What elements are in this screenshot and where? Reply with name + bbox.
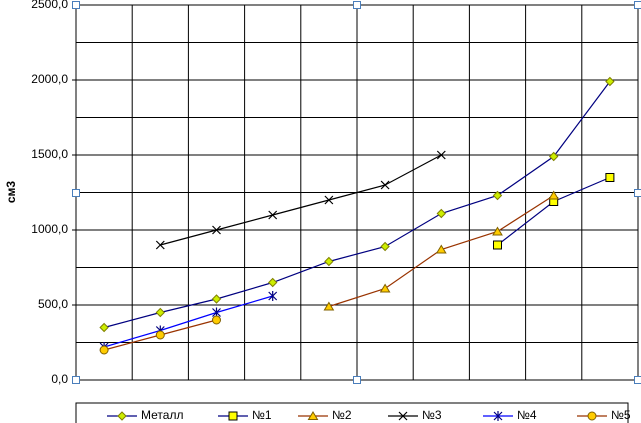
marker: [212, 225, 221, 235]
selection-handle: [72, 1, 80, 9]
marker: [211, 294, 222, 304]
selection-handle: [72, 376, 80, 384]
marker: [605, 173, 615, 182]
y-tick-label: 0,0: [51, 372, 68, 386]
y-tick-label: 500,0: [38, 297, 68, 311]
y-tick-label: 2000,0: [31, 72, 68, 86]
legend-label: №5: [611, 408, 631, 422]
marker: [324, 195, 334, 205]
series-line: [160, 154, 442, 246]
legend-marker: [493, 411, 503, 421]
marker: [435, 244, 447, 254]
legend-box: [75, 402, 629, 423]
legend-label: Металл: [141, 408, 183, 422]
marker: [436, 150, 446, 160]
marker: [436, 208, 447, 219]
marker: [492, 226, 503, 236]
marker: [155, 330, 165, 340]
y-tick-label: 1000,0: [31, 222, 68, 236]
legend-label: №3: [422, 408, 442, 422]
marker: [380, 180, 390, 190]
marker: [324, 256, 334, 267]
marker: [379, 283, 391, 293]
marker: [493, 240, 502, 250]
y-tick-label: 2500,0: [31, 0, 68, 11]
marker: [548, 190, 560, 200]
marker: [155, 240, 165, 250]
marker: [212, 315, 221, 325]
selection-handle: [634, 1, 641, 9]
marker: [548, 151, 559, 162]
legend-marker: [228, 411, 238, 421]
series-line: [497, 176, 611, 246]
selection-handle: [353, 376, 361, 384]
marker: [492, 190, 503, 201]
y-tick-label: 1500,0: [31, 147, 68, 161]
legend-marker: [398, 411, 408, 421]
legend-label: №4: [517, 408, 537, 422]
selection-handle: [634, 189, 641, 197]
marker: [155, 307, 166, 318]
legend-marker: [117, 411, 127, 421]
marker: [268, 291, 278, 301]
selection-handle: [72, 189, 80, 197]
selection-handle: [634, 376, 641, 384]
marker: [99, 322, 109, 333]
marker: [323, 301, 335, 311]
y-axis-title: см3: [4, 181, 18, 204]
legend-label: №1: [252, 408, 272, 422]
marker: [268, 210, 278, 220]
marker: [99, 345, 109, 355]
series-line: [103, 81, 611, 329]
marker: [380, 241, 390, 252]
selection-handle: [353, 1, 361, 9]
marker: [267, 277, 278, 288]
series-line: [103, 295, 273, 348]
legend-marker: [587, 411, 597, 421]
marker: [605, 76, 615, 87]
legend-marker: [307, 411, 319, 420]
legend-label: №2: [332, 408, 352, 422]
